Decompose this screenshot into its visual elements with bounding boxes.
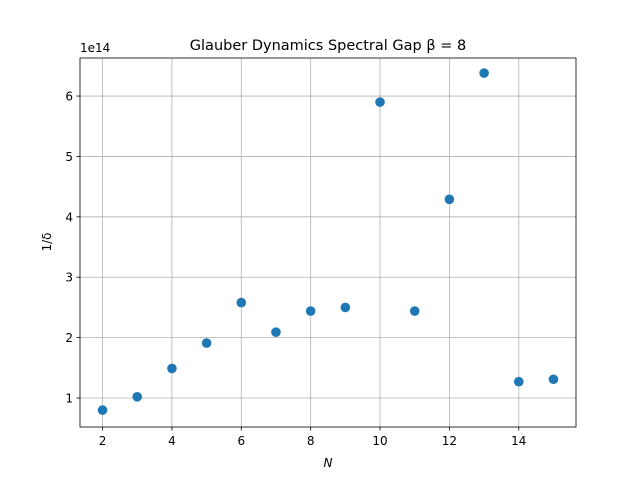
data-point xyxy=(201,338,212,348)
data-point xyxy=(340,302,351,313)
data-point xyxy=(167,363,177,374)
x-tick-label: 2 xyxy=(99,434,107,448)
y-axis-ticks: 1 2 3 4 5 6 xyxy=(65,90,80,406)
data-point xyxy=(513,376,524,387)
x-axis-label: N xyxy=(324,456,333,470)
chart-title: Glauber Dynamics Spectral Gap β = 8 xyxy=(190,38,466,54)
data-point xyxy=(479,68,489,78)
y-tick-label: 5 xyxy=(65,150,73,164)
data-point xyxy=(409,306,420,316)
x-axis-ticks: 2 4 6 8 10 12 14 xyxy=(99,427,526,448)
data-point xyxy=(271,327,281,337)
data-point xyxy=(305,306,316,316)
x-tick-label: 12 xyxy=(442,434,457,448)
x-tick-label: 14 xyxy=(511,434,526,448)
data-point xyxy=(236,297,247,308)
plot-frame xyxy=(79,57,577,428)
x-tick-label: 6 xyxy=(237,434,245,448)
data-points xyxy=(97,68,559,415)
y-tick-label: 3 xyxy=(65,271,73,285)
data-point xyxy=(132,392,143,402)
data-point xyxy=(97,405,108,415)
y-axis-label: 1/δ xyxy=(40,232,54,251)
x-tick-label: 10 xyxy=(372,434,387,448)
y-tick-label: 2 xyxy=(65,331,73,345)
y-tick-label: 6 xyxy=(65,90,73,104)
y-tick-label: 1 xyxy=(65,392,73,406)
data-point xyxy=(375,97,385,107)
y-tick-label: 4 xyxy=(65,210,73,224)
grid xyxy=(80,58,576,427)
x-tick-label: 4 xyxy=(168,434,176,448)
y-offset-label: 1e14 xyxy=(80,41,110,55)
data-point xyxy=(548,374,559,385)
data-point xyxy=(444,194,455,205)
x-tick-label: 8 xyxy=(307,434,315,448)
